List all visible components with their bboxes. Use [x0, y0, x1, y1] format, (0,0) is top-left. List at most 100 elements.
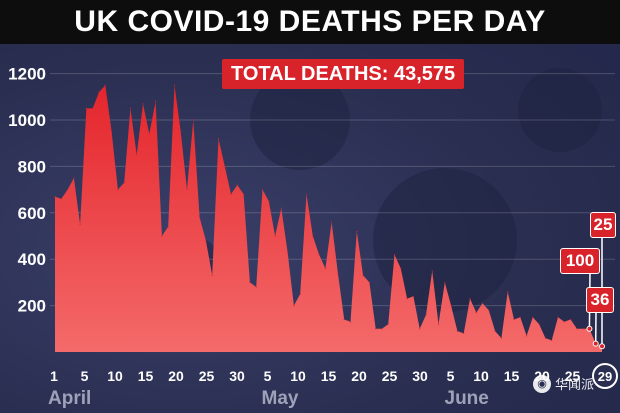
deaths-area: [55, 85, 602, 352]
data-point-49: [356, 230, 358, 232]
callout-day-28: 36: [586, 287, 614, 313]
data-point-34: [261, 189, 264, 191]
data-point-53: [381, 328, 383, 330]
data-point-8: [98, 91, 100, 93]
y-tick-1200: 1200: [8, 65, 46, 84]
data-point-52: [375, 328, 377, 330]
data-point-19: [167, 226, 169, 228]
data-point-76: [526, 335, 528, 337]
data-point-82: [563, 321, 565, 323]
data-point-28: [224, 165, 226, 167]
data-point-57: [406, 298, 408, 300]
data-point-68: [475, 312, 477, 314]
data-point-17: [155, 100, 157, 102]
data-point-84: [576, 328, 578, 330]
x-tick-3: 15: [138, 368, 154, 384]
data-point-26: [211, 274, 213, 276]
watermark-text: 华闻派: [555, 378, 595, 393]
data-point-24: [199, 216, 201, 218]
data-point-81: [557, 316, 559, 318]
month-labels: April May June: [48, 388, 489, 409]
data-point-83: [570, 318, 572, 321]
data-point-51: [368, 281, 370, 283]
data-point-54: [387, 323, 389, 325]
data-point-70: [488, 309, 490, 311]
data-point-4: [73, 177, 75, 179]
total-deaths-badge: TOTAL DEATHS: 43,575: [222, 59, 465, 89]
data-point-13: [129, 107, 131, 109]
data-point-9: [104, 84, 106, 86]
data-point-35: [268, 200, 270, 202]
x-tick-6: 30: [229, 368, 245, 384]
month-june: June: [445, 388, 489, 409]
data-point-85: [582, 328, 584, 330]
data-point-62: [437, 323, 440, 325]
data-point-73: [507, 291, 509, 293]
data-point-5: [79, 223, 81, 225]
data-point-58: [412, 295, 414, 297]
data-point-29: [230, 193, 232, 195]
data-point-20: [173, 84, 176, 86]
data-point-7: [92, 107, 94, 109]
data-point-6: [85, 107, 87, 109]
x-tick-11: 25: [382, 368, 398, 384]
data-point-43: [318, 254, 320, 256]
data-point-2: [60, 198, 62, 200]
y-tick-200: 200: [18, 297, 46, 316]
x-tick-12: 30: [412, 368, 428, 384]
data-point-71: [494, 330, 496, 332]
data-point-3: [67, 189, 69, 191]
callout-point-2: [592, 340, 599, 347]
data-point-69: [481, 302, 484, 304]
data-point-15: [142, 103, 144, 105]
x-axis: 15101520253051015202530510152025: [50, 368, 580, 384]
data-point-45: [331, 221, 333, 223]
data-point-22: [186, 189, 188, 191]
x-tick-17: 25: [565, 368, 581, 384]
data-point-46: [337, 272, 339, 274]
y-tick-800: 800: [18, 157, 46, 176]
data-point-67: [469, 298, 471, 300]
x-tick-10: 20: [351, 368, 367, 384]
area-series: [54, 84, 603, 352]
y-tick-600: 600: [18, 204, 46, 223]
data-point-65: [456, 330, 458, 332]
data-point-72: [500, 337, 502, 339]
x-tick-2: 10: [107, 368, 123, 384]
x-tick-14: 10: [473, 368, 489, 384]
data-point-36: [274, 235, 276, 237]
data-point-27: [217, 138, 220, 140]
x-tick-5: 25: [199, 368, 215, 384]
callout-day-27: 100: [560, 248, 600, 274]
data-point-31: [243, 193, 245, 195]
data-point-64: [450, 305, 452, 307]
data-point-21: [180, 131, 182, 133]
data-point-33: [255, 286, 257, 288]
y-axis: 200 400 600 800 1000 1200: [8, 65, 46, 316]
data-point-47: [343, 318, 345, 321]
data-point-63: [444, 281, 446, 283]
data-point-80: [551, 339, 553, 341]
watermark-logo-icon: ◉: [533, 374, 551, 393]
data-point-39: [293, 305, 295, 307]
watermark: ◉ 华闻派: [533, 374, 594, 393]
callout-point-0: [599, 343, 605, 350]
data-point-25: [205, 240, 207, 242]
data-point-55: [393, 254, 396, 256]
data-point-74: [513, 318, 515, 321]
last-day-marker: 29: [592, 363, 618, 389]
data-point-14: [136, 154, 138, 156]
data-point-38: [287, 251, 289, 253]
month-may: May: [262, 388, 299, 409]
month-april: April: [48, 388, 91, 409]
data-point-78: [538, 323, 540, 325]
y-tick-1000: 1000: [8, 111, 46, 130]
x-tick-1: 5: [81, 368, 89, 384]
data-point-61: [431, 270, 433, 272]
data-point-77: [532, 316, 534, 318]
data-point-10: [111, 131, 113, 133]
data-point-44: [324, 267, 326, 270]
data-point-30: [236, 184, 238, 186]
data-point-12: [123, 182, 125, 184]
data-point-16: [148, 133, 150, 135]
